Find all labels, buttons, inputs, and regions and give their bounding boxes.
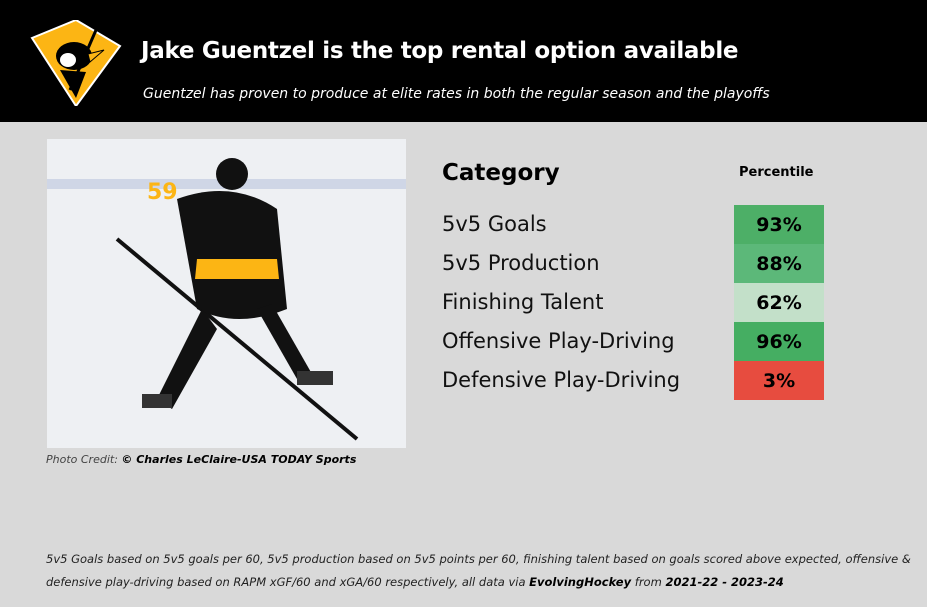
penguins-logo	[30, 20, 122, 106]
footnote-from: from	[631, 575, 666, 589]
table-row: 5v5 Goals 93%	[442, 205, 824, 244]
footnote: 5v5 Goals based on 5v5 goals per 60, 5v5…	[46, 548, 916, 594]
footnote-range: 2021-22 - 2023-24	[665, 575, 784, 589]
category-header: Category	[442, 160, 560, 186]
percentile-cell: 3%	[734, 361, 824, 400]
table-row: Offensive Play-Driving 96%	[442, 322, 824, 361]
page-subtitle: Guentzel has proven to produce at elite …	[143, 86, 770, 102]
category-label: Offensive Play-Driving	[442, 329, 675, 353]
footnote-source: EvolvingHockey	[529, 575, 632, 589]
percentile-header: Percentile	[739, 165, 814, 180]
table-row: Finishing Talent 62%	[442, 283, 824, 322]
credit-name: © Charles LeClaire-USA TODAY Sports	[121, 453, 357, 466]
photo-credit: Photo Credit: © Charles LeClaire-USA TOD…	[46, 453, 356, 466]
footnote-text: 5v5 Goals based on 5v5 goals per 60, 5v5…	[46, 552, 911, 589]
category-label: 5v5 Production	[442, 251, 600, 275]
page-title: Jake Guentzel is the top rental option a…	[141, 38, 739, 64]
category-label: Finishing Talent	[442, 290, 604, 314]
category-label: Defensive Play-Driving	[442, 368, 681, 392]
player-photo: 59	[47, 139, 406, 448]
table-row: Defensive Play-Driving 3%	[442, 361, 824, 400]
percentile-cell: 96%	[734, 322, 824, 361]
credit-label: Photo Credit:	[46, 453, 122, 466]
percentile-cell: 62%	[734, 283, 824, 322]
header-banner: Jake Guentzel is the top rental option a…	[0, 0, 927, 122]
jersey-number: 59	[147, 180, 178, 205]
category-label: 5v5 Goals	[442, 212, 547, 236]
percentile-cell: 93%	[734, 205, 824, 244]
percentile-cell: 88%	[734, 244, 824, 283]
table-row: 5v5 Production 88%	[442, 244, 824, 283]
